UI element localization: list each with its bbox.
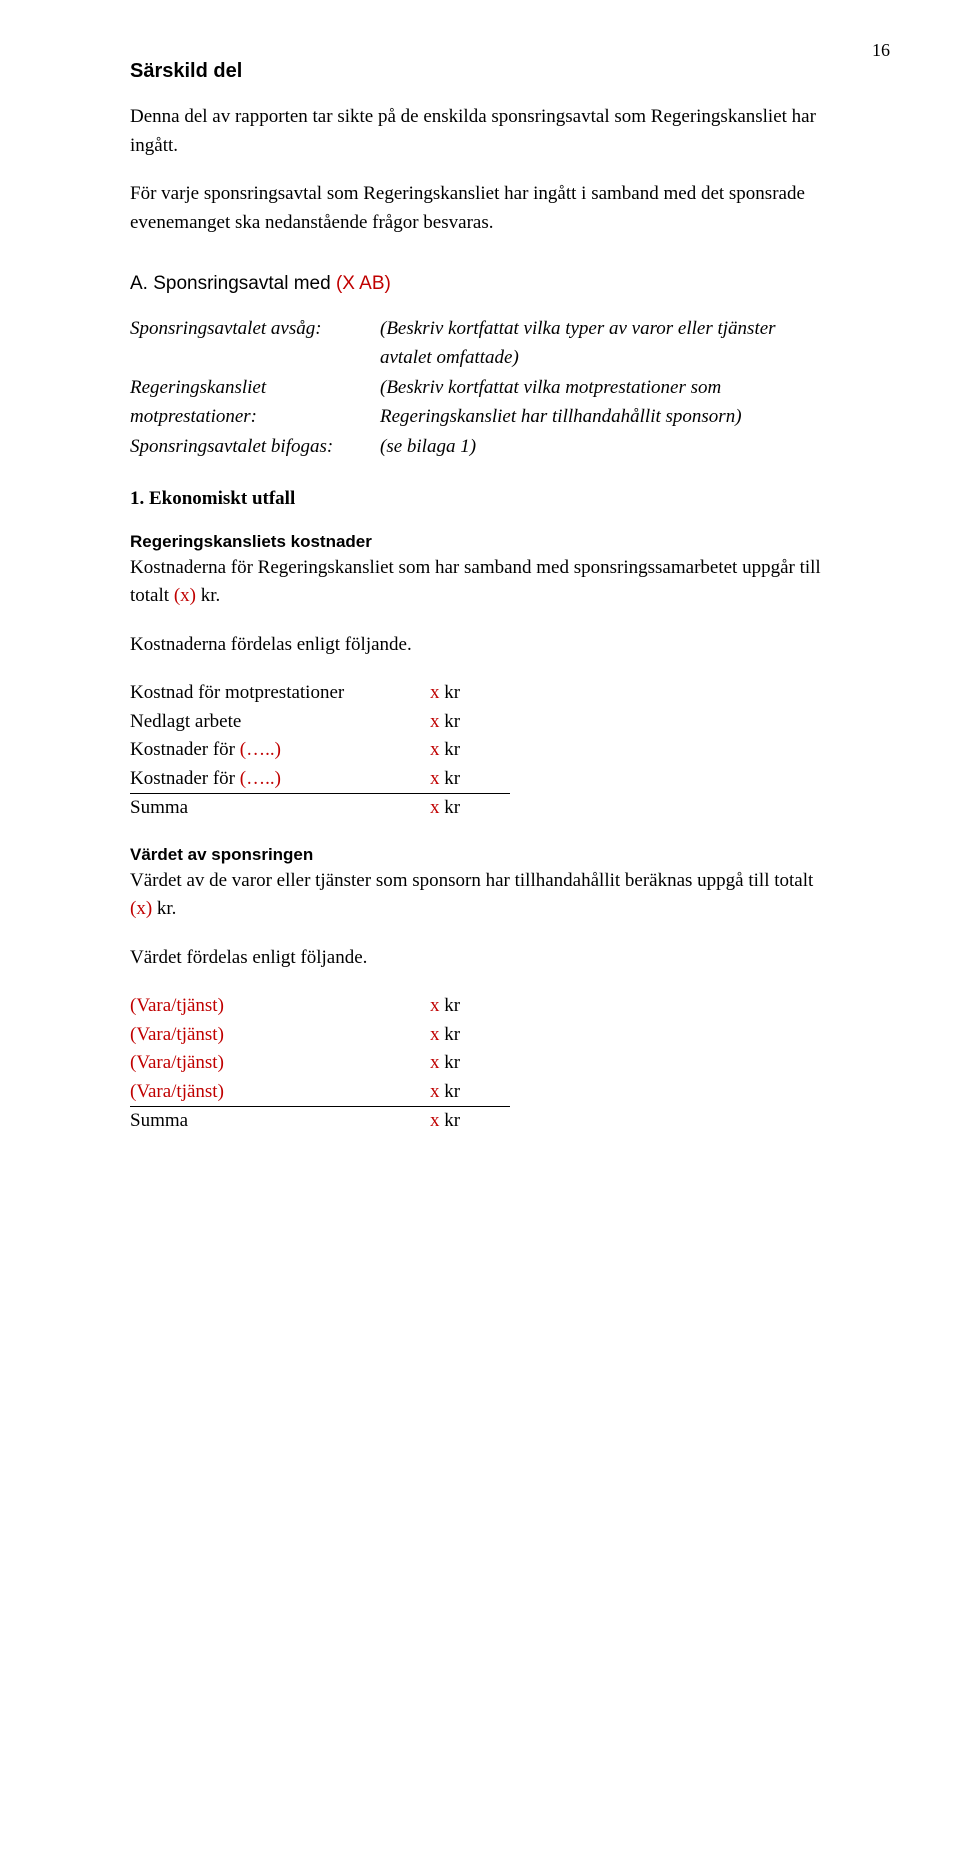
cost-row-nedlagt: Nedlagt arbete x kr <box>130 708 830 737</box>
definitions-block: Sponsringsavtalet avsåg: (Beskriv kortfa… <box>130 315 830 462</box>
cost-x: x <box>430 995 440 1016</box>
cost-row-motprestationer: Kostnad för motprestationer x kr <box>130 679 830 708</box>
cost-kr: kr <box>440 711 461 732</box>
cost-label-b: (…..) <box>240 768 281 789</box>
vardet-row-4: (Vara/tjänst) x kr <box>130 1078 830 1108</box>
cost-x: x <box>430 797 440 818</box>
vardet-row-2: (Vara/tjänst) x kr <box>130 1021 830 1050</box>
document-page: 16 Särskild del Denna del av rapporten t… <box>0 0 960 1196</box>
cost-x: x <box>430 1110 440 1131</box>
cost-x: x <box>430 1052 440 1073</box>
cost-kr: kr <box>440 768 461 789</box>
def-value-bifogas: (se bilaga 1) <box>380 433 830 462</box>
def-row-motprestationer: Regeringskansliet motprestationer: (Besk… <box>130 374 830 431</box>
intro-paragraph-1: Denna del av rapporten tar sikte på de e… <box>130 103 830 160</box>
cost-value: x kr <box>430 1107 510 1136</box>
def-value-motprestationer: (Beskriv kortfattat vilka motprestatione… <box>380 374 830 431</box>
cost-label: Kostnad för motprestationer <box>130 679 430 708</box>
vardet-fordelas: Värdet fördelas enligt följande. <box>130 944 830 973</box>
def-label-avsåg: Sponsringsavtalet avsåg: <box>130 315 380 372</box>
cost-value: x kr <box>430 992 510 1021</box>
def-label-line2: motprestationer: <box>130 406 257 427</box>
cost-label: Nedlagt arbete <box>130 708 430 737</box>
cost-row-kostnader-for-2: Kostnader för (…..) x kr <box>130 765 830 795</box>
section-a-placeholder: (X AB) <box>336 273 391 294</box>
intro-paragraph-2: För varje sponsringsavtal som Regeringsk… <box>130 180 830 237</box>
cost-value: x kr <box>430 679 510 708</box>
def-label-line1: Regeringskansliet <box>130 377 266 398</box>
vardet-text-a: Värdet av de varor eller tjänster som sp… <box>130 870 813 891</box>
vardet-text-c: kr. <box>152 898 176 919</box>
cost-kr: kr <box>440 682 461 703</box>
cost-value: x kr <box>430 736 510 765</box>
section-a-prefix: A. Sponsringsavtal med <box>130 273 336 294</box>
cost-kr: kr <box>440 1024 461 1045</box>
vardet-label: (Vara/tjänst) <box>130 1049 430 1078</box>
cost-label: Kostnader för (…..) <box>130 765 430 795</box>
cost-kr: kr <box>440 1081 461 1102</box>
cost-kr: kr <box>440 1052 461 1073</box>
vardet-x: (x) <box>130 898 152 919</box>
vardet-label: (Vara/tjänst) <box>130 1021 430 1050</box>
cost-kr: kr <box>440 797 461 818</box>
vardet-label: (Vara/tjänst) <box>130 1078 430 1108</box>
cost-x: x <box>430 768 440 789</box>
vardet-label: (Vara/tjänst) <box>130 992 430 1021</box>
cost-value: x kr <box>430 794 510 823</box>
cost-value: x kr <box>430 1021 510 1050</box>
cost-kr: kr <box>440 995 461 1016</box>
cost-value: x kr <box>430 1049 510 1078</box>
cost-kr: kr <box>440 739 461 760</box>
cost-x: x <box>430 739 440 760</box>
page-number: 16 <box>872 40 890 61</box>
def-value-avsåg: (Beskriv kortfattat vilka typer av varor… <box>380 315 830 372</box>
cost-label: Kostnader för (…..) <box>130 736 430 765</box>
vardet-label-summa: Summa <box>130 1107 430 1136</box>
cost-label-a: Kostnader för <box>130 768 240 789</box>
cost-x: x <box>430 682 440 703</box>
cost-label-b: (…..) <box>240 739 281 760</box>
heading-vardet: Värdet av sponsringen <box>130 845 830 865</box>
def-row-avsåg: Sponsringsavtalet avsåg: (Beskriv kortfa… <box>130 315 830 372</box>
vardet-row-1: (Vara/tjänst) x kr <box>130 992 830 1021</box>
kostnader-x: (x) <box>174 585 196 606</box>
kostnader-text-a: Kostnaderna för Regeringskansliet som ha… <box>130 557 821 607</box>
cost-x: x <box>430 1081 440 1102</box>
cost-x: x <box>430 1024 440 1045</box>
vardet-row-summa: Summa x kr <box>130 1107 830 1136</box>
cost-value: x kr <box>430 708 510 737</box>
cost-label-a: Kostnader för <box>130 739 240 760</box>
kostnader-text-c: kr. <box>196 585 220 606</box>
def-label-motprestationer: Regeringskansliet motprestationer: <box>130 374 380 431</box>
def-row-bifogas: Sponsringsavtalet bifogas: (se bilaga 1) <box>130 433 830 462</box>
heading-kostnader: Regeringskansliets kostnader <box>130 532 830 552</box>
vardet-row-3: (Vara/tjänst) x kr <box>130 1049 830 1078</box>
cost-value: x kr <box>430 765 510 795</box>
heading-sarskild-del: Särskild del <box>130 60 830 83</box>
heading-ekonomiskt-utfall: 1. Ekonomiskt utfall <box>130 488 830 510</box>
section-a-heading: A. Sponsringsavtal med (X AB) <box>130 273 830 295</box>
vardet-paragraph: Värdet av de varor eller tjänster som sp… <box>130 867 830 924</box>
cost-row-summa: Summa x kr <box>130 794 830 823</box>
cost-kr: kr <box>440 1110 461 1131</box>
cost-value: x kr <box>430 1078 510 1108</box>
kostnader-paragraph: Kostnaderna för Regeringskansliet som ha… <box>130 554 830 611</box>
cost-x: x <box>430 711 440 732</box>
def-label-bifogas: Sponsringsavtalet bifogas: <box>130 433 380 462</box>
kostnader-table: Kostnad för motprestationer x kr Nedlagt… <box>130 679 830 823</box>
cost-label-summa: Summa <box>130 794 430 823</box>
kostnader-fordelas: Kostnaderna fördelas enligt följande. <box>130 631 830 660</box>
vardet-table: (Vara/tjänst) x kr (Vara/tjänst) x kr (V… <box>130 992 830 1136</box>
cost-row-kostnader-for-1: Kostnader för (…..) x kr <box>130 736 830 765</box>
